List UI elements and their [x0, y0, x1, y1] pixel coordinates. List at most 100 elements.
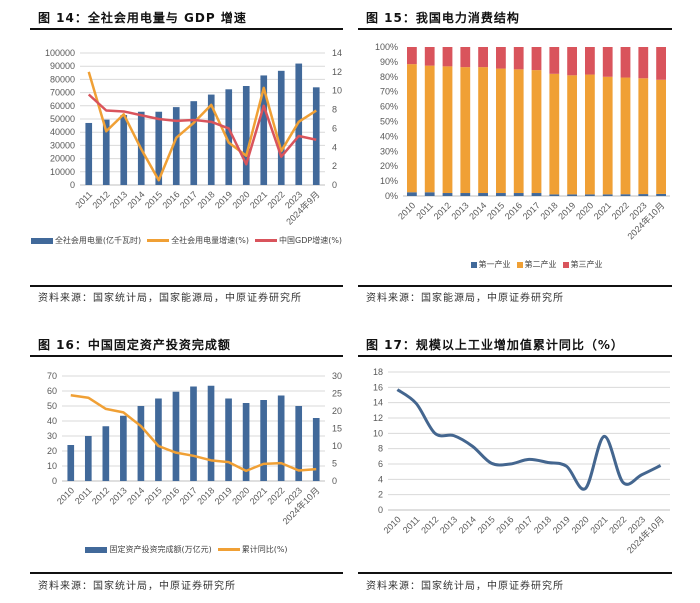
- y2-tick-label: 30: [332, 371, 342, 381]
- bar-segment: [531, 193, 542, 196]
- legend-item: 全社会用电量增速(%): [147, 235, 249, 246]
- x-tick-label: 2016: [160, 189, 181, 210]
- bar-segment: [585, 74, 595, 195]
- bar-segment: [478, 193, 488, 196]
- bar: [225, 89, 233, 185]
- bar-segment: [407, 47, 417, 65]
- x-tick-label: 2019: [556, 200, 577, 221]
- bar: [102, 119, 110, 185]
- bar-segment: [620, 77, 631, 195]
- y2-tick-label: 4: [332, 142, 337, 152]
- y2-tick-label: 12: [332, 67, 342, 77]
- y-tick-label: 50%: [380, 117, 398, 127]
- bar-segment: [638, 78, 649, 195]
- y2-tick-label: 25: [332, 389, 342, 399]
- bar: [260, 75, 268, 185]
- legend-swatch: [30, 237, 53, 244]
- bar-segment: [585, 194, 595, 196]
- y-tick-label: 90000: [50, 61, 75, 71]
- y-tick-label: 16: [373, 382, 383, 392]
- legend-label: 全社会用电量(亿千瓦时): [54, 236, 142, 245]
- y-tick-label: 30%: [380, 146, 398, 156]
- figure-14-title: 图 14：全社会用电量与 GDP 增速: [38, 11, 247, 25]
- x-tick-label: 2015: [143, 485, 164, 506]
- bar: [137, 406, 145, 481]
- bar-segment: [460, 193, 471, 196]
- figure-16-source: 资料来源：国家统计局，中原证券研究所: [38, 581, 236, 592]
- bar-segment: [549, 194, 560, 196]
- y2-tick-label: 14: [332, 48, 342, 58]
- series-line: [396, 388, 662, 491]
- legend-item: 第三产业: [562, 259, 603, 270]
- x-tick-label: 2015: [485, 200, 506, 221]
- bar-segment: [442, 66, 453, 194]
- bar: [260, 400, 267, 481]
- y2-tick-label: 6: [332, 123, 337, 133]
- bar-segment: [638, 194, 649, 196]
- legend-label: 累计同比(%): [241, 545, 288, 554]
- chart-15-legend: 第一产业 第二产业 第三产业: [403, 259, 670, 270]
- y-tick-label: 0: [378, 505, 383, 515]
- y-tick-label: 60: [47, 386, 57, 396]
- chart-16-legend: 固定资产投资完成额(万亿元) 累计同比(%): [30, 544, 343, 555]
- y-tick-label: 10000: [50, 167, 75, 177]
- x-tick-label: 2013: [108, 485, 129, 506]
- y-tick-label: 30: [47, 431, 57, 441]
- y2-tick-label: 0: [332, 476, 337, 486]
- bar-segment: [442, 47, 453, 67]
- legend-item: 中国GDP增速(%): [255, 235, 342, 246]
- bar-segment: [407, 192, 417, 196]
- y-tick-label: 100%: [375, 42, 398, 52]
- x-tick-label: 2013: [108, 189, 129, 210]
- y-tick-label: 60000: [50, 101, 75, 111]
- legend-label: 中国GDP增速(%): [279, 236, 343, 245]
- y-tick-label: 6: [378, 459, 383, 469]
- bar-segment: [531, 70, 542, 194]
- bar: [312, 418, 320, 481]
- bar: [120, 115, 128, 185]
- bar: [295, 63, 303, 186]
- y-tick-label: 70%: [380, 87, 398, 97]
- bar-segment: [656, 193, 666, 196]
- bar: [172, 391, 180, 481]
- legend-item: 第二产业: [516, 259, 557, 270]
- x-tick-label: 2020: [230, 485, 251, 506]
- bar-segment: [549, 73, 560, 195]
- bar: [207, 94, 215, 185]
- x-tick-label: 2020: [570, 514, 591, 535]
- y-tick-label: 30000: [50, 140, 75, 150]
- x-tick-label: 2020: [230, 189, 251, 210]
- figure-17-source: 资料来源：国家统计局，中原证券研究所: [366, 581, 564, 592]
- bar-segment: [549, 47, 560, 74]
- x-tick-label: 2015: [143, 189, 164, 210]
- source-rule: [358, 572, 672, 574]
- bar-segment: [424, 65, 435, 193]
- legend-label: 全社会用电量增速(%): [171, 236, 250, 245]
- x-tick-label: 2021: [588, 514, 609, 535]
- y-tick-label: 10: [47, 461, 57, 471]
- x-tick-label: 2022: [607, 514, 628, 535]
- x-tick-label: 2022: [265, 189, 286, 210]
- y-tick-label: 10%: [380, 176, 398, 186]
- y-tick-label: 20000: [50, 154, 75, 164]
- bar: [312, 87, 320, 185]
- bar-segment: [424, 47, 435, 66]
- y-tick-label: 40: [47, 416, 57, 426]
- x-tick-label: 2010: [396, 200, 417, 221]
- source-rule: [358, 285, 672, 287]
- title-rule: [358, 355, 672, 357]
- bar-segment: [656, 79, 666, 194]
- legend-swatch: [217, 548, 240, 551]
- legend-label: 第三产业: [570, 260, 603, 269]
- title-rule: [30, 28, 343, 30]
- x-tick-label: 2017: [521, 200, 542, 221]
- x-tick-label: 2010: [55, 485, 76, 506]
- x-tick-label: 2019: [213, 189, 234, 210]
- y2-tick-label: 8: [332, 105, 337, 115]
- bar: [225, 398, 232, 481]
- bar: [190, 101, 198, 185]
- source-rule: [30, 572, 343, 574]
- x-tick-label: 2014: [457, 514, 478, 535]
- y-tick-label: 0: [70, 180, 75, 190]
